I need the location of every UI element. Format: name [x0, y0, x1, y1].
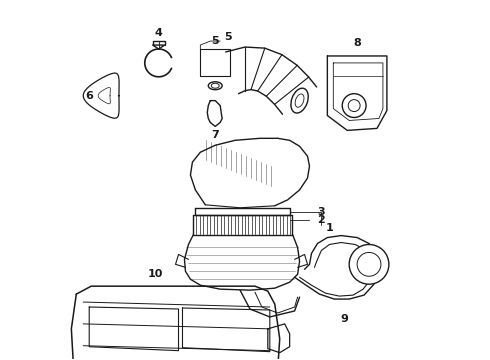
Text: 3: 3 [318, 207, 325, 217]
Text: 7: 7 [211, 130, 219, 140]
Text: 5: 5 [211, 36, 219, 46]
Circle shape [349, 244, 389, 284]
Ellipse shape [211, 83, 219, 88]
Text: 2: 2 [318, 215, 325, 225]
Polygon shape [207, 100, 222, 126]
Circle shape [348, 100, 360, 112]
Text: 8: 8 [353, 38, 361, 48]
Circle shape [357, 252, 381, 276]
Text: 9: 9 [340, 314, 348, 324]
Ellipse shape [208, 82, 222, 90]
Circle shape [342, 94, 366, 117]
Text: 6: 6 [85, 91, 93, 101]
Ellipse shape [291, 88, 308, 113]
Text: 4: 4 [155, 28, 163, 38]
Text: 1: 1 [325, 222, 333, 233]
Text: 5: 5 [224, 32, 232, 42]
Ellipse shape [295, 94, 304, 107]
Text: 10: 10 [148, 269, 163, 279]
